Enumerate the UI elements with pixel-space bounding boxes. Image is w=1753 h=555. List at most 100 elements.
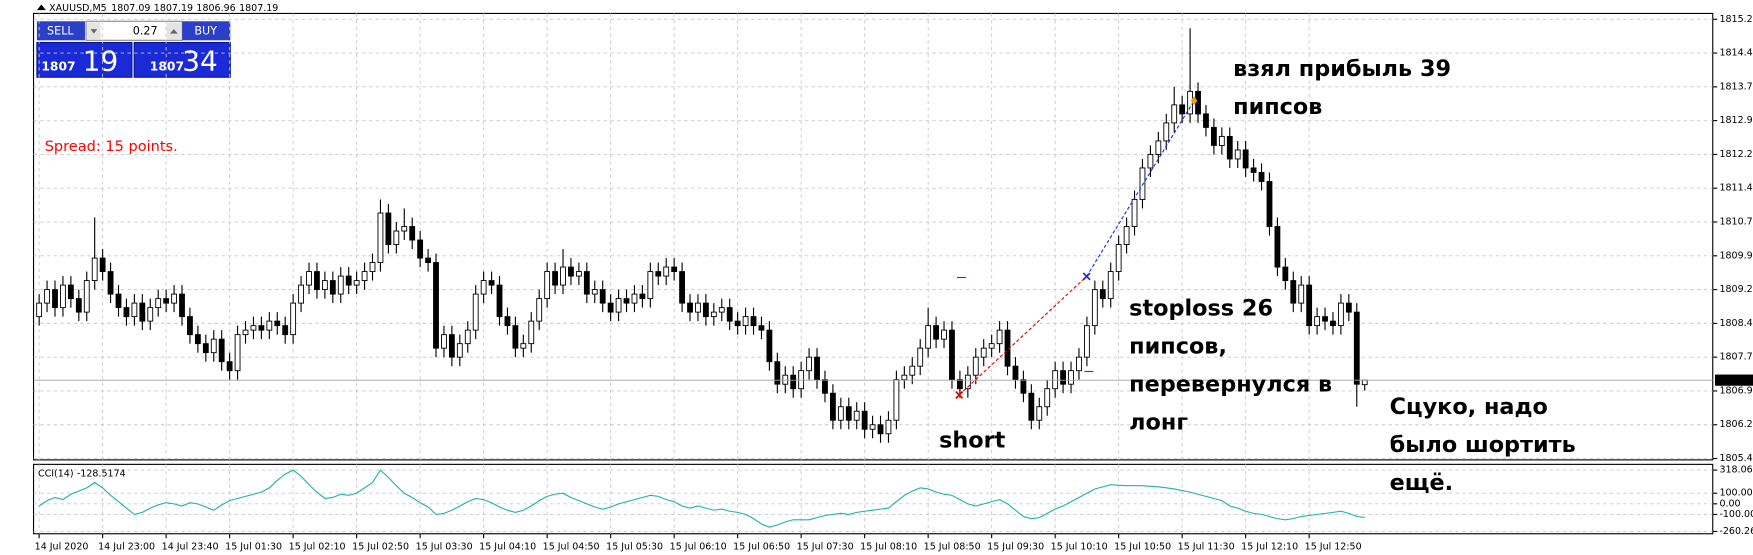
candle-body [226, 361, 233, 372]
candle-body [893, 379, 900, 421]
candle-body [1361, 379, 1368, 386]
buy-label[interactable]: BUY [194, 25, 217, 38]
candle-body [591, 289, 598, 295]
candle-body [607, 302, 614, 313]
candle-body [1139, 167, 1146, 200]
candle-body [750, 316, 757, 327]
candle-body [1266, 181, 1273, 227]
y-tick-label: 1809.20 [1719, 284, 1753, 295]
candle-body [583, 271, 590, 295]
sell-label[interactable]: SELL [47, 25, 74, 38]
marks-layer: 14 Jul 2020 14 Jul 23:00 14 Jul 23:40 15 Ju… [33, 13, 1753, 553]
candle-body [75, 298, 82, 313]
x-tick-label: 15 Jul 04:50 [543, 542, 600, 553]
x-tick-label: 14 Jul 23:40 [162, 542, 219, 553]
candle-body [401, 226, 408, 232]
header-low: 1806.96 [196, 3, 235, 14]
header-icon [36, 4, 46, 11]
candle-body [512, 325, 519, 349]
candle-body [1123, 226, 1130, 245]
candle-body [306, 271, 312, 286]
y-tick-label: 1806.95 [1719, 385, 1753, 396]
y-tick-label: 318.0683 [1719, 465, 1753, 476]
long-entry [1082, 272, 1091, 281]
x-tick-label: 15 Jul 12:50 [1305, 542, 1362, 553]
candle-body [885, 419, 892, 435]
candle-body [988, 343, 995, 349]
candle-body [949, 329, 955, 381]
buy-price-box[interactable] [133, 41, 231, 78]
candle-body [758, 325, 765, 331]
y-tick-label: 1814.45 [1719, 48, 1753, 59]
candle-body [67, 284, 74, 300]
candle-body [179, 293, 185, 318]
candle-body [44, 289, 50, 304]
buy-button[interactable] [182, 21, 231, 41]
lot-down-arrow [90, 29, 98, 34]
candle-body [194, 334, 201, 345]
candle-body [1338, 302, 1344, 327]
candle-body [1028, 392, 1035, 421]
candle-body [623, 298, 630, 304]
candle-body [790, 374, 797, 390]
candle-body [187, 316, 193, 336]
candle-body [266, 320, 273, 331]
candle-body [329, 280, 336, 295]
candle-body [845, 406, 852, 421]
long-trade-line [1086, 100, 1195, 277]
candle-body [560, 266, 566, 286]
candle-body [544, 271, 551, 300]
x-tick-label: 15 Jul 12:10 [1241, 542, 1298, 553]
candle-body [155, 298, 162, 309]
sell-price-box[interactable] [36, 41, 133, 78]
x-tick-label: 15 Jul 05:30 [606, 542, 663, 553]
candle-body [798, 370, 805, 390]
y-tick-label: -100.00 [1719, 509, 1753, 520]
candle-body [1155, 140, 1162, 155]
candle-body [1091, 289, 1098, 327]
header-open: 1807.09 [111, 3, 150, 14]
candle-body [1068, 370, 1074, 385]
lot-value[interactable]: 0.27 [133, 25, 158, 38]
sell-price-pips: 19 [83, 44, 119, 77]
candle-body [869, 424, 876, 430]
candle-body [1171, 104, 1178, 124]
candle-body [1179, 104, 1186, 115]
header-high: 1807.19 [154, 3, 193, 14]
candle-body [702, 302, 709, 318]
annotation: Сцуко, надо [1390, 394, 1548, 420]
lot-up-arrow [169, 29, 178, 34]
candle-body [52, 289, 58, 309]
buy-price-big: 1807 [150, 59, 184, 73]
x-tick-label: 15 Jul 09:30 [987, 542, 1044, 553]
candle-body [655, 271, 662, 277]
sell-button[interactable] [36, 21, 85, 41]
header-close: 1807.19 [239, 3, 278, 14]
candle-body [1298, 284, 1305, 304]
candle-body [877, 424, 884, 435]
annotation: short [939, 428, 1006, 454]
candle-body [1258, 172, 1265, 182]
y-tick-label: 1810.70 [1719, 217, 1753, 228]
candle-body [115, 293, 122, 309]
candle-body [853, 410, 860, 421]
candle-body [814, 356, 820, 381]
annotation: было шортить [1390, 432, 1576, 458]
candle-body [520, 343, 527, 349]
annotations: взял прибыль 39 пипсов stoploss 26 пипсов, п… [939, 56, 1576, 496]
candle-body [1115, 244, 1122, 273]
long-exit [1190, 96, 1198, 106]
candle-body [1060, 370, 1066, 385]
y-tick-label: 1813.70 [1719, 81, 1753, 92]
y-tick-label: 100.00 [1719, 488, 1752, 499]
candle-body [171, 293, 177, 304]
candle-body [1322, 316, 1328, 322]
candle-body [1290, 280, 1297, 304]
x-tick-label: 15 Jul 11:30 [1178, 542, 1235, 553]
candle-body [369, 262, 376, 273]
candle-body [1250, 167, 1257, 173]
candle-body [480, 280, 487, 295]
x-tick-label: 15 Jul 03:30 [416, 542, 473, 553]
candle-body [433, 262, 439, 349]
sell-price-big: 1807 [41, 59, 75, 73]
